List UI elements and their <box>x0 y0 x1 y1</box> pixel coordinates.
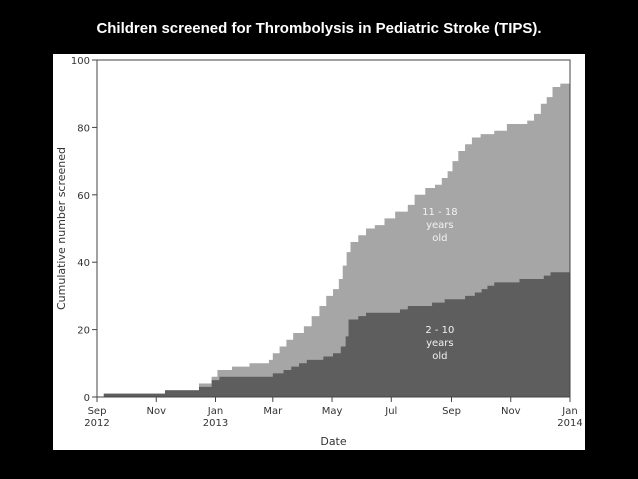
x-tick-year-label: 2012 <box>84 418 109 429</box>
x-tick-label: Jan <box>207 406 223 417</box>
series-label-2-10: old <box>432 351 447 362</box>
x-tick-year-label: 2013 <box>203 418 228 429</box>
y-tick-label: 0 <box>84 393 90 404</box>
y-tick-label: 80 <box>77 123 90 134</box>
series-label-2-10: 2 - 10 <box>425 325 454 336</box>
area-2-10-years <box>103 272 571 397</box>
series-label-2-10: years <box>426 338 454 349</box>
series-labels: 11 - 18 years old 2 - 10 years old <box>422 207 457 362</box>
x-tick-year-label: 2014 <box>557 418 582 429</box>
x-axis-label: Date <box>320 435 347 448</box>
areas-layer <box>103 83 571 397</box>
x-tick-label: Jul <box>384 406 397 417</box>
x-tick-label: Nov <box>501 406 521 417</box>
series-label-11-18: years <box>426 220 454 231</box>
plot-frame <box>96 59 571 398</box>
y-axis-label: Cumulative number screened <box>55 147 68 310</box>
y-tick-label: 40 <box>77 258 90 269</box>
x-tick-label: Sep <box>442 406 461 417</box>
x-tick-label: Nov <box>146 406 166 417</box>
y-tick-label: 100 <box>71 56 90 67</box>
x-tick-label: Jan <box>561 406 577 417</box>
series-label-11-18: 11 - 18 <box>422 207 457 218</box>
y-axis-ticks: 0 20 40 60 80 100 <box>71 56 97 404</box>
y-tick-label: 60 <box>77 191 90 202</box>
slide-title: Children screened for Thrombolysis in Pe… <box>96 20 542 37</box>
series-label-11-18: old <box>432 233 447 244</box>
x-tick-label: Sep <box>88 406 107 417</box>
y-tick-label: 20 <box>77 326 90 337</box>
chart-panel: 0 20 40 60 80 100 Sep 2012 Nov Jan 2013 Mar May Jul S… <box>53 54 585 450</box>
x-tick-label: Mar <box>263 406 283 417</box>
x-tick-label: May <box>322 406 343 417</box>
